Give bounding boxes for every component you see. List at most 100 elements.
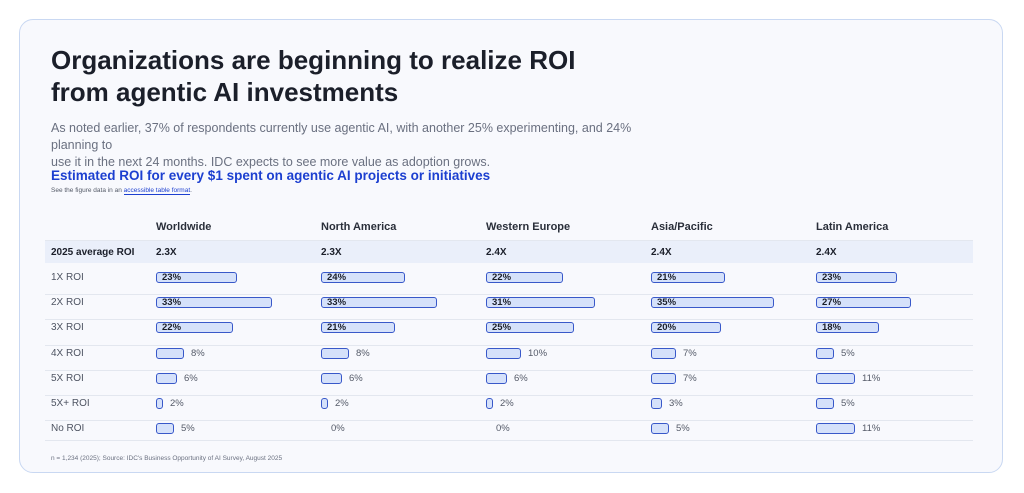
bar-latin-america-4x-roi: [816, 348, 834, 359]
value-label-western-europe: 6%: [514, 373, 528, 384]
value-label-worldwide: 22%: [162, 322, 182, 333]
bar-asia-pacific-no-roi: [651, 423, 669, 434]
value-label-worldwide: 6%: [184, 373, 198, 384]
bar-latin-america-no-roi: [816, 423, 855, 434]
row-label-1x-roi: 1X ROI: [51, 272, 84, 283]
bar-worldwide-1x-roi: [156, 272, 237, 283]
row-divider: [45, 319, 973, 320]
value-label-asia-pacific: 5%: [676, 423, 690, 434]
row-label-no-roi: No ROI: [51, 423, 85, 434]
bar-latin-america-5x-roi: [816, 373, 855, 384]
value-label-latin-america: 18%: [822, 322, 842, 333]
value-label-north-america: 0%: [331, 423, 345, 434]
value-label-north-america: 6%: [349, 373, 363, 384]
bar-latin-america-2x-roi: [816, 297, 911, 308]
value-label-latin-america: 11%: [862, 423, 881, 434]
bar-north-america-5x-roi: [321, 398, 328, 409]
bar-latin-america-3x-roi: [816, 322, 879, 333]
average-row-label: 2025 average ROI: [51, 247, 135, 258]
value-label-latin-america: 11%: [862, 373, 881, 384]
bar-western-europe-5x-roi: [486, 398, 493, 409]
column-header-worldwide: Worldwide: [156, 221, 212, 233]
average-roi-asia-pacific: 2.4X: [651, 247, 672, 258]
bar-asia-pacific-2x-roi: [651, 297, 774, 308]
source-footnote: n = 1,234 (2025); Source: IDC's Business…: [51, 455, 283, 462]
title-line: from agentic AI investments: [51, 77, 399, 107]
value-label-worldwide: 33%: [162, 297, 182, 308]
bar-western-europe-3x-roi: [486, 322, 574, 333]
bar-asia-pacific-4x-roi: [651, 348, 676, 359]
row-label-3x-roi: 3X ROI: [51, 322, 84, 333]
column-header-asia-pacific: Asia/Pacific: [651, 221, 713, 233]
value-label-western-europe: 25%: [492, 322, 512, 333]
accessible-table-note: See the figure data in an accessible tab…: [51, 187, 192, 195]
value-label-worldwide: 8%: [191, 348, 205, 359]
row-label-5x-roi: 5X ROI: [51, 373, 84, 384]
value-label-asia-pacific: 7%: [683, 373, 697, 384]
bar-western-europe-4x-roi: [486, 348, 521, 359]
value-label-north-america: 33%: [327, 297, 347, 308]
value-label-asia-pacific: 7%: [683, 348, 697, 359]
average-roi-western-europe: 2.4X: [486, 247, 507, 258]
bar-asia-pacific-3x-roi: [651, 322, 721, 333]
bar-western-europe-1x-roi: [486, 272, 563, 283]
value-label-north-america: 2%: [335, 398, 349, 409]
description-line: use it in the next 24 months. IDC expect…: [51, 155, 491, 169]
row-divider: [45, 345, 973, 346]
average-roi-worldwide: 2.3X: [156, 247, 177, 258]
row-label-5x-roi: 5X+ ROI: [51, 398, 90, 409]
value-label-north-america: 21%: [327, 322, 347, 333]
row-label-2x-roi: 2X ROI: [51, 297, 84, 308]
header-divider: [45, 240, 973, 241]
table-bottom-divider: [45, 440, 973, 441]
value-label-western-europe: 22%: [492, 272, 512, 283]
description-line: As noted earlier, 37% of respondents cur…: [51, 121, 632, 152]
bar-western-europe-5x-roi: [486, 373, 507, 384]
row-divider: [45, 370, 973, 371]
bar-north-america-3x-roi: [321, 322, 395, 333]
bar-north-america-4x-roi: [321, 348, 349, 359]
bar-asia-pacific-5x-roi: [651, 398, 662, 409]
accessible-table-link[interactable]: accessible table format: [123, 187, 191, 195]
bar-north-america-1x-roi: [321, 272, 405, 283]
bar-worldwide-3x-roi: [156, 322, 233, 333]
bar-latin-america-1x-roi: [816, 272, 897, 283]
value-label-latin-america: 27%: [822, 297, 842, 308]
value-label-latin-america: 5%: [841, 398, 855, 409]
row-divider: [45, 294, 973, 295]
average-row-band: [45, 241, 973, 263]
bar-worldwide-4x-roi: [156, 348, 184, 359]
bar-western-europe-2x-roi: [486, 297, 595, 308]
bar-asia-pacific-5x-roi: [651, 373, 676, 384]
column-header-latin-america: Latin America: [816, 221, 889, 233]
row-label-4x-roi: 4X ROI: [51, 348, 84, 359]
value-label-asia-pacific: 21%: [657, 272, 677, 283]
note-suffix: .: [190, 187, 192, 194]
chart-title: Estimated ROI for every $1 spent on agen…: [51, 168, 491, 183]
column-header-western-europe: Western Europe: [486, 221, 571, 233]
row-divider: [45, 395, 973, 396]
value-label-western-europe: 10%: [528, 348, 548, 359]
bar-worldwide-2x-roi: [156, 297, 272, 308]
value-label-western-europe: 31%: [492, 297, 512, 308]
value-label-north-america: 24%: [327, 272, 347, 283]
value-label-north-america: 8%: [356, 348, 370, 359]
average-roi-north-america: 2.3X: [321, 247, 342, 258]
value-label-latin-america: 5%: [841, 348, 855, 359]
bar-worldwide-5x-roi: [156, 373, 177, 384]
value-label-worldwide: 23%: [162, 272, 182, 283]
bar-latin-america-5x-roi: [816, 398, 834, 409]
note-prefix: See the figure data in an: [51, 187, 122, 194]
row-divider: [45, 420, 973, 421]
bar-worldwide-no-roi: [156, 423, 174, 434]
column-header-north-america: North America: [321, 221, 397, 233]
average-roi-latin-america: 2.4X: [816, 247, 837, 258]
value-label-asia-pacific: 3%: [669, 398, 683, 409]
value-label-latin-america: 23%: [822, 272, 842, 283]
bar-north-america-2x-roi: [321, 297, 437, 308]
value-label-western-europe: 0%: [496, 423, 510, 434]
value-label-western-europe: 2%: [500, 398, 514, 409]
value-label-worldwide: 5%: [181, 423, 195, 434]
value-label-asia-pacific: 20%: [657, 322, 677, 333]
description: As noted earlier, 37% of respondents cur…: [51, 120, 651, 171]
